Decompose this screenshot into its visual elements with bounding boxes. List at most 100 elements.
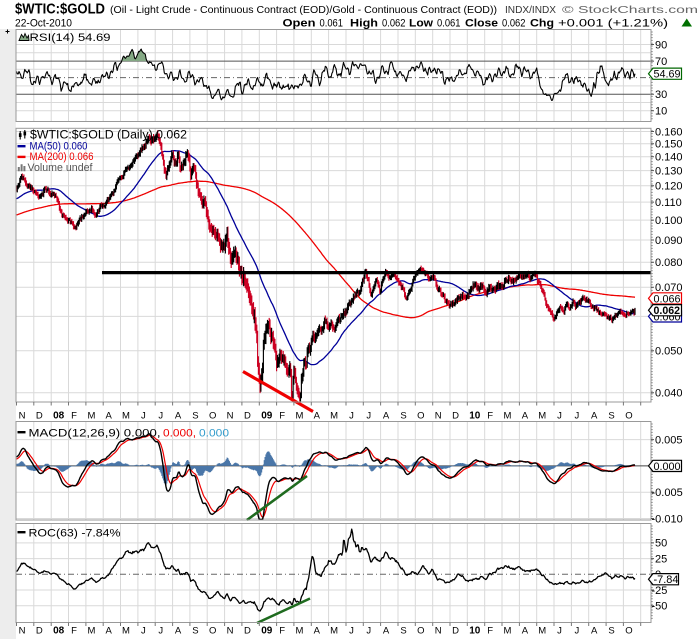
svg-text:0.120: 0.120 — [655, 181, 683, 193]
svg-text:J: J — [349, 411, 354, 422]
svg-text:25: 25 — [655, 553, 667, 565]
svg-text:(Oil - Light Crude - Continuou: (Oil - Light Crude - Continuous Contract… — [110, 4, 497, 16]
svg-text:A: A — [591, 626, 598, 637]
svg-text:O: O — [417, 411, 424, 422]
svg-text:N: N — [435, 626, 442, 637]
svg-text:M: M — [122, 626, 130, 637]
svg-text:D: D — [452, 411, 459, 422]
svg-text:J: J — [575, 411, 580, 422]
svg-text:F: F — [487, 626, 493, 637]
svg-text:D: D — [36, 411, 43, 422]
svg-text:-0.010: -0.010 — [652, 513, 683, 525]
svg-text:A: A — [106, 626, 113, 637]
svg-text:S: S — [608, 626, 614, 637]
svg-text:MA(50) 0.060: MA(50) 0.060 — [30, 141, 88, 153]
svg-text:0.150: 0.150 — [655, 139, 683, 151]
svg-text:A: A — [383, 626, 390, 637]
svg-text:S: S — [400, 626, 406, 637]
svg-text:© StockCharts.com: © StockCharts.com — [562, 4, 698, 16]
svg-text:N: N — [227, 626, 234, 637]
svg-text:ROC(63) -7.84%: ROC(63) -7.84% — [29, 528, 121, 540]
svg-text:0.000,: 0.000, — [163, 428, 196, 440]
svg-text:M: M — [295, 411, 303, 422]
svg-text:M: M — [504, 626, 512, 637]
svg-text:A: A — [106, 411, 113, 422]
svg-text:0.062: 0.062 — [382, 18, 406, 30]
svg-text:A: A — [383, 411, 390, 422]
svg-text:22-Oct-2010: 22-Oct-2010 — [15, 18, 72, 30]
svg-text:-50: -50 — [652, 601, 668, 613]
svg-text:70: 70 — [655, 56, 667, 68]
svg-text:0.040: 0.040 — [655, 388, 683, 400]
svg-text:0.062: 0.062 — [654, 305, 681, 317]
svg-text:90: 90 — [655, 39, 667, 51]
svg-text:30: 30 — [655, 89, 667, 101]
svg-text:A: A — [175, 411, 182, 422]
svg-text:O: O — [209, 411, 216, 422]
svg-text:F: F — [279, 411, 285, 422]
svg-text:MA(200) 0.066: MA(200) 0.066 — [30, 151, 94, 163]
svg-text:N: N — [19, 411, 26, 422]
svg-text:$WTIC:$GOLD: $WTIC:$GOLD — [15, 2, 105, 18]
svg-text:0.062: 0.062 — [502, 18, 526, 30]
svg-text:O: O — [625, 626, 632, 637]
svg-text:M: M — [87, 411, 95, 422]
svg-text:0.070: 0.070 — [655, 282, 683, 294]
svg-text:A: A — [591, 411, 598, 422]
svg-text:J: J — [158, 411, 163, 422]
svg-text:0.110: 0.110 — [655, 197, 682, 209]
svg-text:0.061: 0.061 — [320, 18, 344, 30]
svg-text:A: A — [522, 411, 529, 422]
svg-text:MACD(12,26,9) 0.000,: MACD(12,26,9) 0.000, — [29, 428, 161, 440]
svg-text:N: N — [435, 411, 442, 422]
svg-text:0.090: 0.090 — [655, 235, 683, 247]
svg-text:-0.005: -0.005 — [652, 487, 683, 499]
svg-text:A: A — [522, 626, 529, 637]
svg-text:N: N — [19, 626, 26, 637]
svg-text:A: A — [314, 626, 321, 637]
svg-text:F: F — [487, 411, 493, 422]
svg-text:M: M — [538, 626, 546, 637]
svg-text:Open: Open — [283, 18, 316, 30]
svg-text:M: M — [295, 626, 303, 637]
svg-text:08: 08 — [53, 411, 65, 422]
svg-text:-25: -25 — [652, 585, 668, 597]
svg-text:J: J — [557, 411, 562, 422]
svg-text:Close: Close — [465, 18, 498, 30]
svg-text:M: M — [87, 626, 95, 637]
svg-text:09: 09 — [261, 411, 273, 422]
svg-text:Chg: Chg — [530, 18, 554, 30]
svg-text:0.100: 0.100 — [655, 215, 683, 227]
svg-text:08: 08 — [53, 626, 65, 637]
svg-text:D: D — [36, 626, 43, 637]
svg-text:10: 10 — [469, 626, 481, 637]
svg-text:10: 10 — [469, 411, 481, 422]
svg-text:0.080: 0.080 — [655, 257, 683, 269]
svg-text:M: M — [330, 411, 338, 422]
svg-text:50: 50 — [655, 538, 667, 550]
svg-text:A: A — [175, 626, 182, 637]
svg-text:0.005: 0.005 — [655, 434, 683, 446]
svg-text:High: High — [350, 18, 378, 30]
svg-text:M: M — [122, 411, 130, 422]
svg-text:D: D — [244, 626, 251, 637]
svg-text:S: S — [192, 411, 198, 422]
svg-text:10: 10 — [655, 106, 667, 118]
svg-text:0.000: 0.000 — [199, 428, 229, 440]
svg-text:54.69: 54.69 — [654, 69, 681, 81]
svg-text:0.130: 0.130 — [655, 165, 683, 177]
svg-text:N: N — [227, 411, 234, 422]
svg-text:Volume undef: Volume undef — [28, 162, 94, 174]
svg-text:J: J — [557, 626, 562, 637]
svg-text:F: F — [279, 626, 285, 637]
svg-text:F: F — [71, 626, 77, 637]
svg-text:Low: Low — [409, 18, 433, 30]
svg-text:D: D — [452, 626, 459, 637]
svg-text:M: M — [538, 411, 546, 422]
svg-text:0.000: 0.000 — [654, 461, 681, 473]
svg-text:-7.84: -7.84 — [654, 574, 679, 586]
svg-text:M: M — [504, 411, 512, 422]
svg-text:J: J — [158, 626, 163, 637]
svg-text:J: J — [141, 626, 146, 637]
svg-text:J: J — [575, 626, 580, 637]
